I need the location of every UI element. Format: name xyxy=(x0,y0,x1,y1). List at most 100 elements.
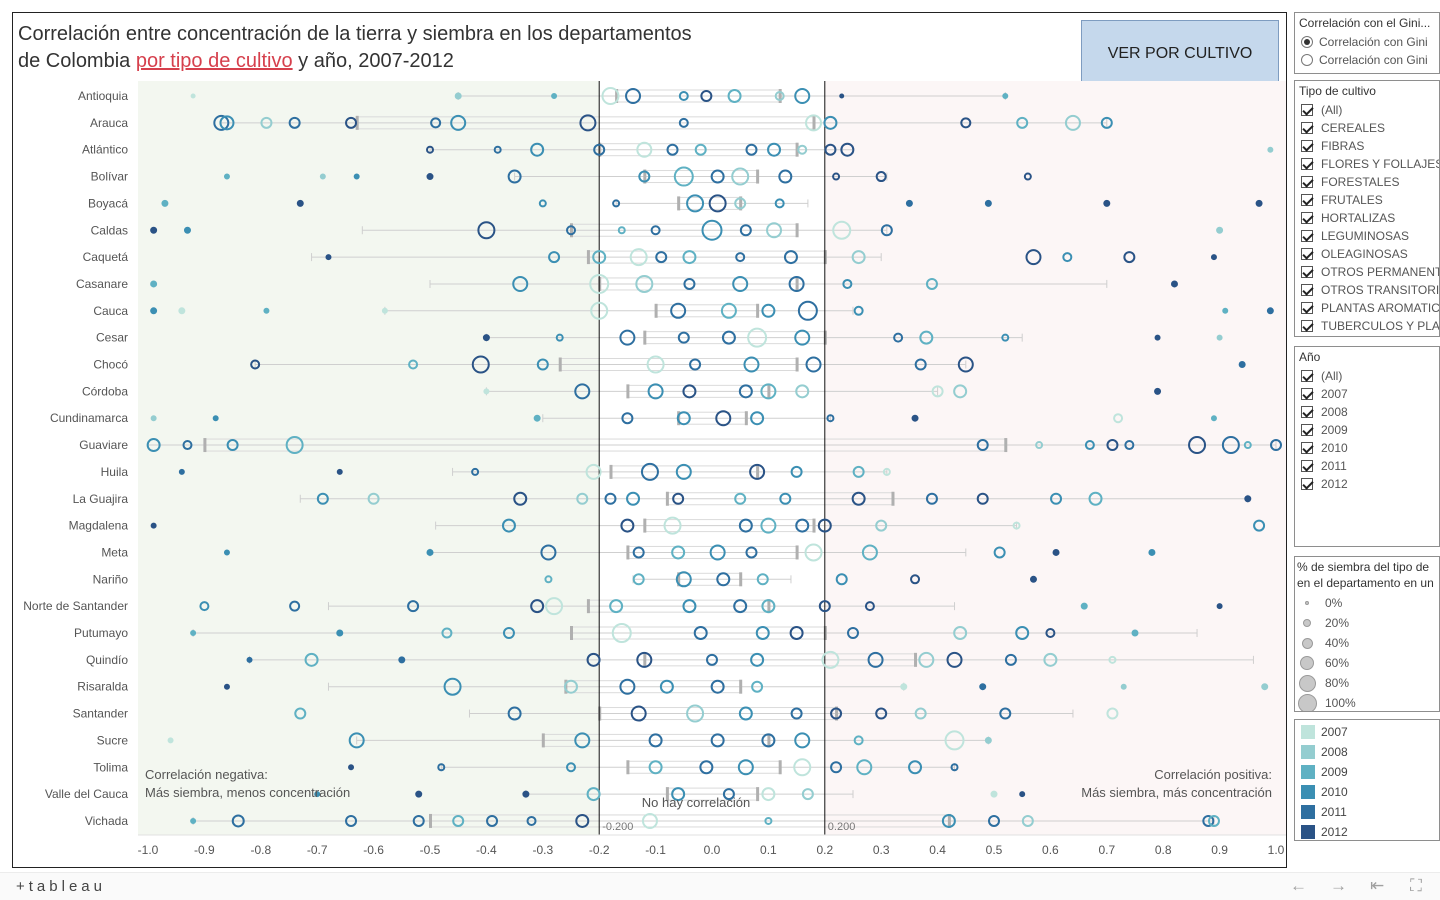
data-point xyxy=(150,280,158,288)
quartile-marker xyxy=(654,303,658,318)
crop-type-option[interactable]: CEREALES xyxy=(1295,119,1439,137)
year-color-label: 2007 xyxy=(1321,725,1348,739)
checkbox-icon[interactable] xyxy=(1301,424,1313,436)
year-option[interactable]: 2007 xyxy=(1295,385,1439,403)
data-point xyxy=(536,358,549,371)
checkbox-icon[interactable] xyxy=(1301,460,1313,472)
gini-option-2[interactable]: Correlación con Gini xyxy=(1295,51,1439,69)
crop-type-option[interactable]: OLEAGINOSAS xyxy=(1295,245,1439,263)
checkbox-icon[interactable] xyxy=(1301,302,1313,314)
checkbox-icon[interactable] xyxy=(1301,230,1313,242)
radio-unselected-icon[interactable] xyxy=(1301,54,1313,66)
data-point xyxy=(1148,548,1156,556)
data-point xyxy=(817,518,832,533)
data-point xyxy=(842,278,853,289)
data-point xyxy=(853,735,864,746)
checkbox-icon[interactable] xyxy=(1301,140,1313,152)
year-option[interactable]: 2011 xyxy=(1295,457,1439,475)
checkbox-icon[interactable] xyxy=(1301,104,1313,116)
crop-type-option[interactable]: FRUTALES xyxy=(1295,191,1439,209)
checkbox-icon[interactable] xyxy=(1301,320,1313,332)
data-point xyxy=(1123,251,1136,264)
ver-por-cultivo-button[interactable]: VER POR CULTIVO xyxy=(1081,20,1279,88)
data-point xyxy=(219,115,235,131)
checkbox-icon[interactable] xyxy=(1301,406,1313,418)
data-point xyxy=(671,545,686,560)
annotation-no-correlation: No hay correlación xyxy=(642,795,750,810)
checkbox-icon[interactable] xyxy=(1301,478,1313,490)
data-point xyxy=(880,224,893,237)
crop-type-option[interactable]: FIBRAS xyxy=(1295,137,1439,155)
data-point xyxy=(296,199,304,207)
checkbox-icon[interactable] xyxy=(1301,194,1313,206)
size-legend-item: 40% xyxy=(1295,633,1439,653)
data-point xyxy=(564,679,578,694)
radio-selected-icon[interactable] xyxy=(1301,36,1313,48)
tableau-logo[interactable]: +tableau xyxy=(16,878,106,895)
crop-type-option[interactable]: OTROS TRANSITORI xyxy=(1295,281,1439,299)
crop-type-option[interactable]: TUBERCULOS Y PLAT xyxy=(1295,317,1439,335)
data-point xyxy=(190,630,197,636)
data-point xyxy=(213,114,230,131)
footer-toolbar: +tableau ← → ⇤ ⛶ xyxy=(0,872,1440,900)
checkbox-icon[interactable] xyxy=(1301,248,1313,260)
crop-type-option[interactable]: FLORES Y FOLLAJES xyxy=(1295,155,1439,173)
checkbox-icon[interactable] xyxy=(1301,176,1313,188)
checkbox-icon[interactable] xyxy=(1301,442,1313,454)
year-option[interactable]: 2009 xyxy=(1295,421,1439,439)
data-point xyxy=(1221,436,1240,455)
data-point xyxy=(990,790,998,798)
crop-type-option[interactable]: PLANTAS AROMATIC xyxy=(1295,299,1439,317)
crop-type-option[interactable]: LEGUMINOSAS xyxy=(1295,227,1439,245)
data-point xyxy=(716,572,731,587)
checkbox-icon[interactable] xyxy=(1301,370,1313,382)
data-point xyxy=(150,522,157,529)
data-point xyxy=(182,440,193,451)
data-point xyxy=(805,356,822,373)
checkbox-icon[interactable] xyxy=(1301,122,1313,134)
data-point xyxy=(900,683,908,691)
title-crop-type-link[interactable]: por tipo de cultivo xyxy=(135,50,293,72)
undo-icon[interactable]: ← xyxy=(1290,876,1307,895)
data-point xyxy=(760,383,777,400)
checkbox-icon[interactable] xyxy=(1301,212,1313,224)
crop-type-option[interactable]: OTROS PERMANENT xyxy=(1295,263,1439,281)
year-swatch xyxy=(1301,745,1315,759)
crop-type-option[interactable]: FORESTALES xyxy=(1295,173,1439,191)
data-point xyxy=(1106,439,1119,452)
crop-type-option[interactable]: (All) xyxy=(1295,101,1439,119)
checkbox-icon[interactable] xyxy=(1301,158,1313,170)
revert-icon[interactable]: ⇤ xyxy=(1370,876,1385,895)
data-point xyxy=(794,732,811,749)
reference-label-positive: 0.200 xyxy=(828,821,856,833)
data-point xyxy=(590,301,609,320)
year-option[interactable]: 2008 xyxy=(1295,403,1439,421)
size-legend-title: % de siembra del tipo de en el departame… xyxy=(1295,557,1439,593)
redo-icon[interactable]: → xyxy=(1330,876,1347,895)
data-point xyxy=(918,651,935,668)
fullscreen-icon[interactable]: ⛶ xyxy=(1410,876,1422,895)
year-option[interactable]: 2012 xyxy=(1295,475,1439,493)
data-point xyxy=(231,814,245,828)
checkbox-icon[interactable] xyxy=(1301,388,1313,400)
data-point xyxy=(619,678,636,695)
checkbox-icon[interactable] xyxy=(1301,284,1313,296)
year-option[interactable]: (All) xyxy=(1295,367,1439,385)
gini-option-1[interactable]: Correlación con Gini xyxy=(1295,33,1439,51)
data-point xyxy=(678,117,689,128)
year-swatch xyxy=(1301,725,1315,739)
year-option[interactable]: 2010 xyxy=(1295,439,1439,457)
data-point xyxy=(199,601,210,612)
data-point xyxy=(774,198,785,209)
quartile-marker xyxy=(767,384,771,399)
data-point xyxy=(677,331,690,344)
x-tick-label: 0.4 xyxy=(929,843,946,857)
crop-type-option-label: OTROS TRANSITORI xyxy=(1321,283,1440,297)
data-point xyxy=(760,517,777,534)
data-point xyxy=(407,600,420,613)
size-legend-title-line1: % de siembra del tipo de xyxy=(1297,560,1430,574)
checkbox-icon[interactable] xyxy=(1301,266,1313,278)
x-tick-label: 0.6 xyxy=(1042,843,1059,857)
department-label: Casanare xyxy=(76,277,128,291)
crop-type-option[interactable]: HORTALIZAS xyxy=(1295,209,1439,227)
